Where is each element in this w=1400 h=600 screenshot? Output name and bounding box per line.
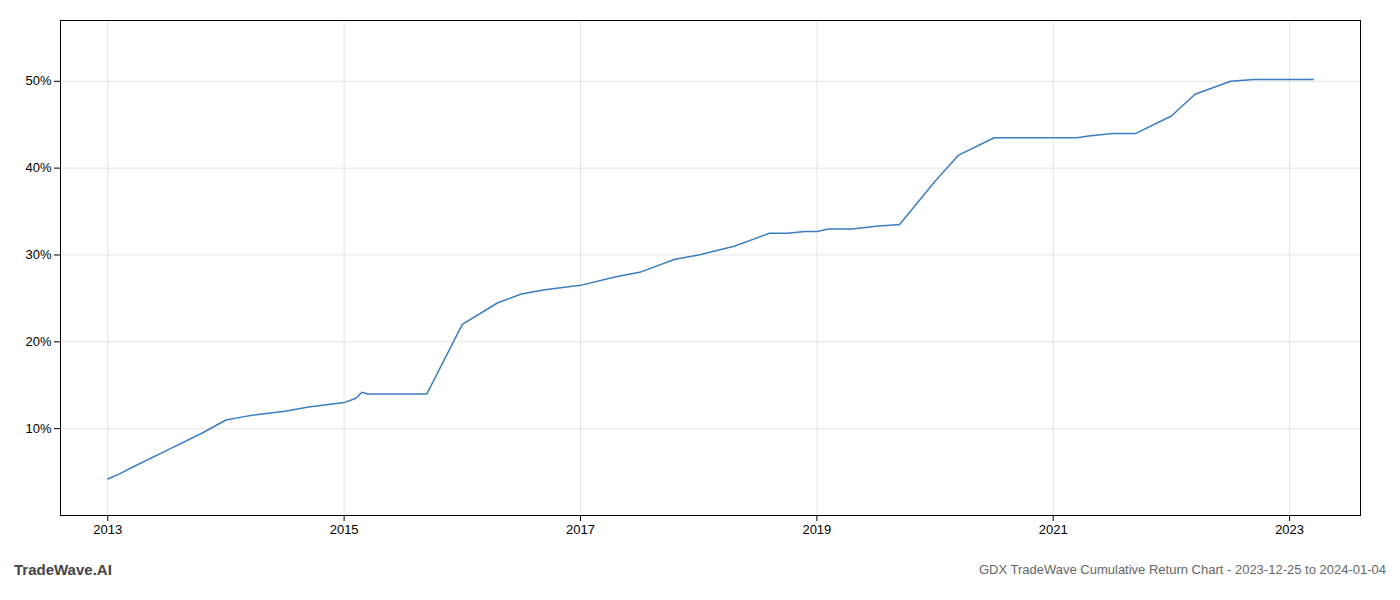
svg-text:2017: 2017	[566, 522, 595, 537]
svg-text:30%: 30%	[25, 247, 51, 262]
svg-text:20%: 20%	[25, 334, 51, 349]
html-text:TradeWave.AI: TradeWave.AI	[14, 561, 112, 578]
svg-text:2023: 2023	[1275, 522, 1304, 537]
svg-text:10%: 10%	[25, 421, 51, 436]
html-text:GDX TradeWave Cumulative Retur: GDX TradeWave Cumulative Return Chart - …	[978, 562, 1386, 577]
svg-text:2021: 2021	[1039, 522, 1068, 537]
svg-text:40%: 40%	[25, 160, 51, 175]
svg-text:50%: 50%	[25, 73, 51, 88]
svg-text:2013: 2013	[93, 522, 122, 537]
svg-text:2015: 2015	[330, 522, 359, 537]
svg-text:2019: 2019	[802, 522, 831, 537]
